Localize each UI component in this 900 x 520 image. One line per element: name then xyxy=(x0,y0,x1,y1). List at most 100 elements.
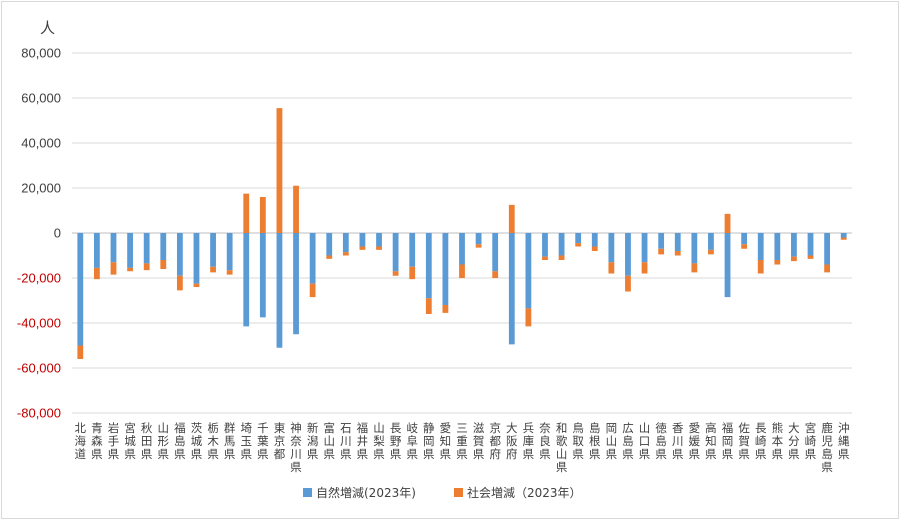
bar-series-1 xyxy=(508,233,515,345)
bar-series-1 xyxy=(575,233,582,244)
bar-series-1 xyxy=(608,233,615,263)
bar-series-2 xyxy=(409,266,416,280)
bar-series-2 xyxy=(392,271,399,276)
bar-series-1 xyxy=(625,233,631,276)
x-category-label: 愛媛県 xyxy=(689,421,701,461)
bar-series-1 xyxy=(210,233,216,267)
bar-series-2 xyxy=(508,204,515,233)
bar-series-2 xyxy=(558,255,565,260)
x-category-label: 福島県 xyxy=(174,421,186,461)
bar-series-2 xyxy=(342,252,349,256)
y-tick-label: 60,000 xyxy=(21,91,61,106)
x-category-label: 茨城県 xyxy=(191,421,203,461)
x-category-label: 沖縄県 xyxy=(838,421,850,461)
x-category-label: 奈良県 xyxy=(539,421,551,461)
bar-series-2 xyxy=(226,270,233,275)
legend-label: 自然増減(2023年) xyxy=(316,485,416,500)
bar-series-2 xyxy=(691,263,698,273)
x-category-label: 島根県 xyxy=(589,421,601,461)
bar-series-1 xyxy=(93,233,100,268)
x-category-label: 長崎県 xyxy=(755,421,767,461)
bar-series-2 xyxy=(309,283,316,298)
y-tick-label: 20,000 xyxy=(21,181,61,196)
x-category-label: 静岡県 xyxy=(423,421,435,461)
x-category-label: 兵庫県 xyxy=(523,421,535,461)
bar-series-2 xyxy=(475,244,482,248)
bar-series-1 xyxy=(243,233,250,327)
y-tick-label: 80,000 xyxy=(21,46,61,61)
bar-series-2 xyxy=(193,283,200,287)
bar-series-1 xyxy=(176,233,183,276)
x-category-label: 石川県 xyxy=(340,421,352,461)
x-category-label: 栃木県 xyxy=(207,421,219,461)
bar-series-2 xyxy=(143,263,150,271)
x-category-label: 愛知県 xyxy=(440,421,452,461)
bar-series-1 xyxy=(641,233,648,263)
bar-series-1 xyxy=(276,233,283,348)
bar-series-1 xyxy=(741,233,748,245)
x-category-label: 徳島県 xyxy=(655,421,667,461)
x-category-label: 和歌山県 xyxy=(556,421,568,474)
bar-series-1 xyxy=(824,233,831,265)
bar-series-2 xyxy=(459,264,465,278)
y-axis-ticks: 80,000 60,000 40,000 20,000 0 -20,000 -40,000 -… xyxy=(17,46,61,421)
bar-series-1 xyxy=(691,233,698,264)
bar-series-1 xyxy=(475,233,482,245)
x-category-label: 宮城県 xyxy=(124,421,136,461)
bar-series-1 xyxy=(226,233,233,271)
bar-series-2 xyxy=(276,108,283,233)
bar-series-1 xyxy=(591,233,598,247)
x-category-label: 山口県 xyxy=(639,421,651,461)
bar-series-2 xyxy=(492,271,499,278)
bar-series-1 xyxy=(840,233,847,238)
bar-series-1 xyxy=(425,233,432,299)
bar-series-1 xyxy=(409,233,416,267)
bar-series-1 xyxy=(708,233,714,250)
bar-series-1 xyxy=(542,233,548,257)
bar-series-1 xyxy=(77,233,84,346)
bar-series-1 xyxy=(326,233,333,256)
bar-series-1 xyxy=(127,233,133,268)
bar-series-1 xyxy=(376,233,382,247)
y-tick-label: 40,000 xyxy=(21,136,61,151)
x-axis-category-labels: 北海道青森県岩手県宮城県秋田県山形県福島県茨城県栃木県群馬県埼玉県千葉県東京都神… xyxy=(75,421,850,474)
bar-series-1 xyxy=(160,233,167,260)
bar-series-1 xyxy=(492,233,499,272)
bar-series-1 xyxy=(193,233,200,284)
x-category-label: 富山県 xyxy=(323,421,335,461)
bar-series-1 xyxy=(392,233,399,272)
x-category-label: 埼玉県 xyxy=(241,421,253,461)
x-category-label: 山梨県 xyxy=(373,421,385,461)
x-category-label: 岐阜県 xyxy=(406,421,418,461)
bar-series-2 xyxy=(658,248,665,255)
bar-series-1 xyxy=(110,233,117,263)
bar-series-2 xyxy=(674,251,681,256)
bar-series-2 xyxy=(442,305,449,313)
x-category-label: 京都府 xyxy=(489,421,501,461)
bar-series-2 xyxy=(608,262,615,274)
x-category-label: 千葉県 xyxy=(257,421,269,461)
x-category-label: 岩手県 xyxy=(108,421,120,461)
bar-series-1 xyxy=(459,233,465,265)
x-category-label: 大阪府 xyxy=(506,421,518,461)
x-category-label: 鳥取県 xyxy=(572,421,584,461)
legend: 自然増減(2023年) 社会増減（2023年） xyxy=(303,485,582,500)
x-category-label: 高知県 xyxy=(705,421,717,461)
bar-series-2 xyxy=(259,197,266,233)
x-category-label: 大分県 xyxy=(788,421,800,461)
x-category-label: 香川県 xyxy=(672,421,684,461)
x-category-label: 北海道 xyxy=(75,421,87,461)
bar-series-2 xyxy=(807,255,814,259)
bar-series-2 xyxy=(724,213,731,233)
bar-series-1 xyxy=(359,233,366,247)
x-category-label: 宮崎県 xyxy=(805,421,817,461)
bar-series-2 xyxy=(641,262,648,274)
bar-series-2 xyxy=(591,246,598,251)
bar-series-1 xyxy=(757,233,764,260)
y-tick-label: -40,000 xyxy=(17,316,61,331)
x-category-label: 秋田県 xyxy=(141,421,153,461)
bar-series-2 xyxy=(293,185,299,233)
bar-series-1 xyxy=(724,233,731,298)
